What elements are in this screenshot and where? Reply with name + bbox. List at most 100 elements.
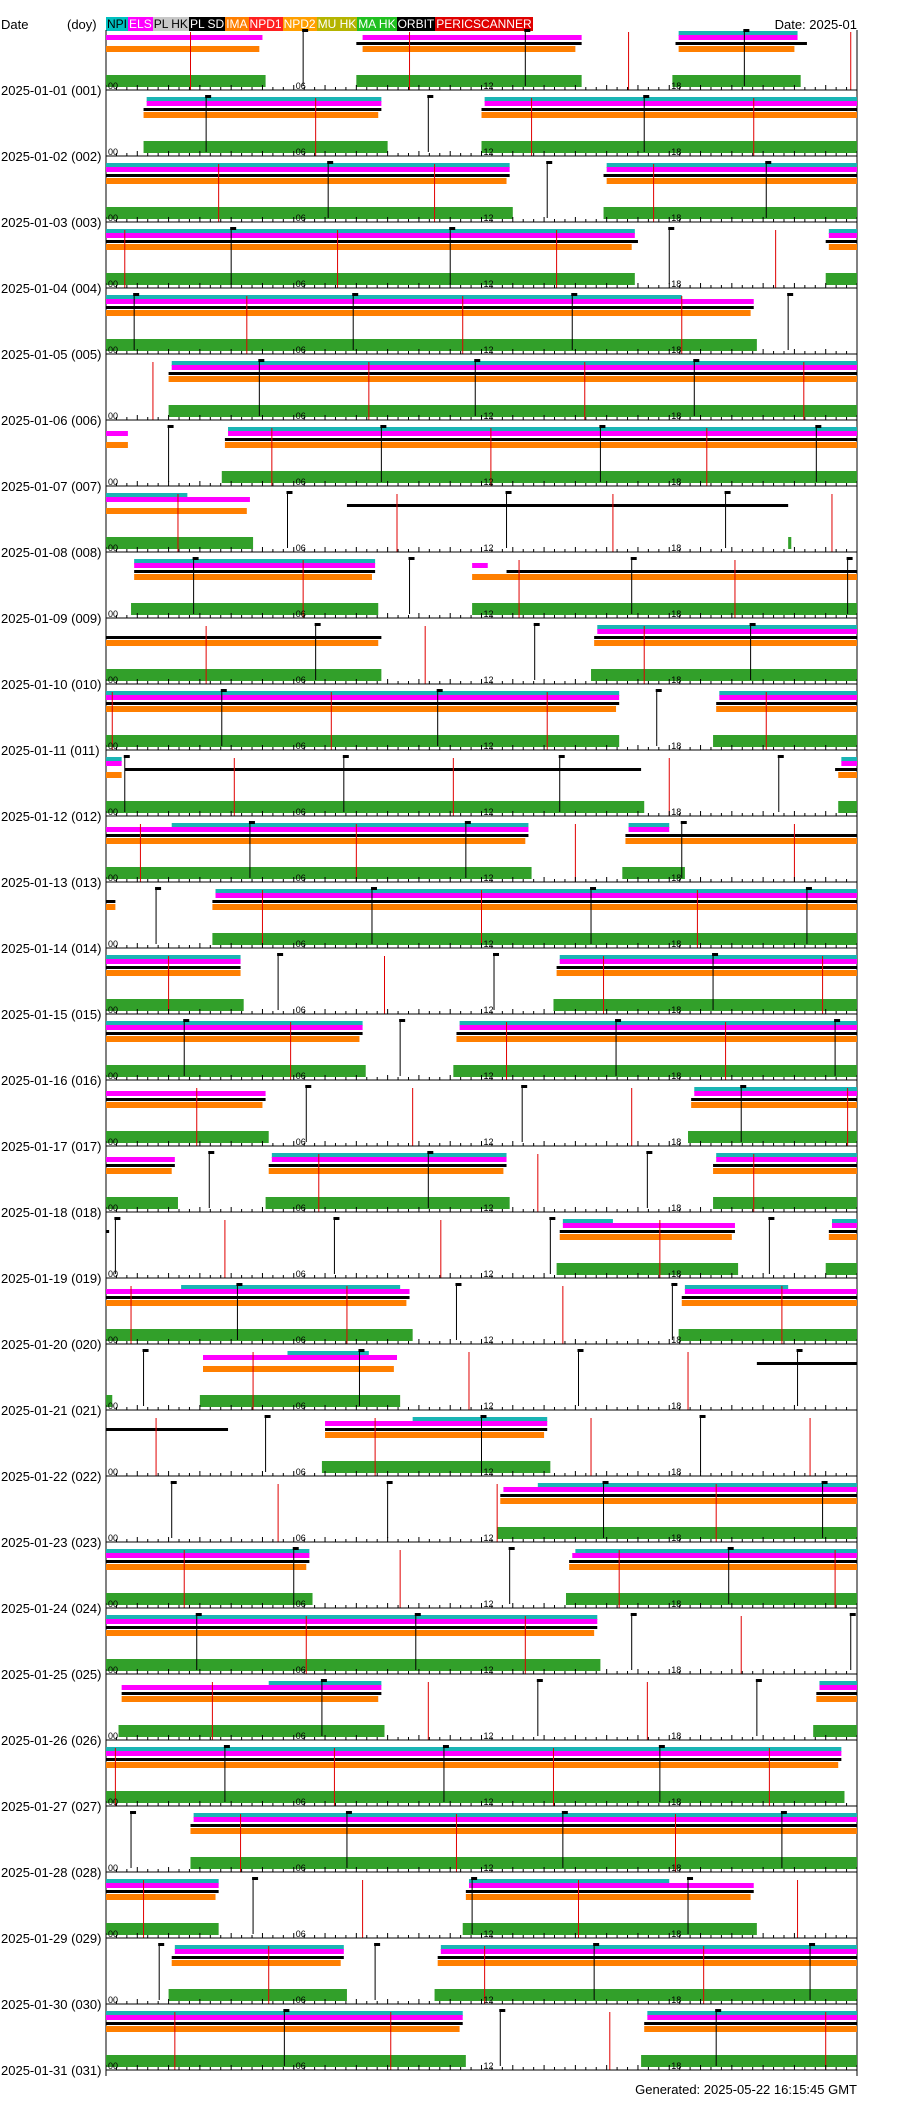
hour-tick-label: 00	[108, 279, 118, 289]
orbit-flag	[505, 491, 512, 494]
pl-sd-bar	[106, 636, 382, 639]
ima-bar	[106, 640, 379, 646]
hour-tick-label: 00	[108, 411, 118, 421]
ma-hk-bar	[813, 1725, 857, 1737]
pl-sd-bar	[106, 1164, 175, 1167]
pl-sd-bar	[603, 174, 857, 177]
hour-tick-label: 12	[484, 147, 494, 157]
pl-sd-bar	[212, 900, 857, 903]
els-bar	[106, 1289, 410, 1294]
hour-tick-label: 00	[108, 2061, 118, 2071]
orbit-flag	[787, 293, 794, 296]
els-bar	[562, 1223, 735, 1228]
pl-sd-bar	[168, 372, 858, 375]
ma-hk-bar	[603, 207, 857, 219]
els-bar	[106, 1619, 598, 1624]
ma-hk-bar	[118, 1725, 385, 1737]
hour-tick-label: 12	[484, 1071, 494, 1081]
npi-bar	[106, 1021, 363, 1026]
hour-tick-label: 18	[671, 345, 681, 355]
hour-tick-label: 06	[296, 213, 306, 223]
pl-sd-bar	[506, 570, 857, 573]
orbit-flag	[643, 95, 650, 98]
orbit-flag	[671, 1283, 678, 1286]
orbit-flag	[205, 95, 212, 98]
pl-sd-bar	[106, 966, 241, 969]
ma-hk-bar	[106, 207, 513, 219]
hour-tick-label: 12	[484, 477, 494, 487]
pl-sd-bar	[559, 1230, 735, 1233]
els-bar	[106, 761, 122, 766]
els-bar	[440, 1949, 857, 1954]
orbit-flag	[286, 491, 293, 494]
els-bar	[146, 101, 382, 106]
hour-tick-label: 06	[296, 81, 306, 91]
ma-hk-bar	[678, 1329, 857, 1341]
orbit-flag	[220, 689, 227, 692]
hour-tick-label: 18	[671, 741, 681, 751]
hour-tick-label: 12	[484, 675, 494, 685]
els-bar	[716, 1157, 857, 1162]
orbit-flag	[508, 1547, 515, 1550]
hour-tick-label: 18	[671, 1071, 681, 1081]
row-date-label: 2025-01-27 (027)	[1, 1799, 101, 1814]
npi-bar	[271, 1153, 507, 1158]
ma-hk-bar	[481, 141, 857, 153]
ma-hk-bar	[131, 603, 379, 615]
hour-tick-label: 18	[671, 939, 681, 949]
els-bar	[171, 365, 857, 370]
day-row-004: 00 06 12 18 2025-01-04 (004)	[1, 227, 858, 296]
orbit-flag	[602, 1481, 609, 1484]
hour-tick-label: 06	[296, 543, 306, 553]
orbit-flag	[849, 1613, 856, 1616]
day-row-028: 00 06 12 18 2025-01-28 (028)	[1, 1811, 858, 1880]
day-row-012: 00 06 12 18 2025-01-12 (012)	[1, 755, 858, 824]
ma-hk-bar	[106, 1065, 366, 1077]
pl-sd-bar	[190, 1824, 858, 1827]
pl-sd-bar	[625, 834, 857, 837]
day-row-013: 00 06 12 18 2025-01-13 (013)	[1, 821, 858, 890]
els-bar	[684, 1289, 857, 1294]
npi-bar	[193, 1813, 857, 1818]
orbit-flag	[743, 29, 750, 32]
orbit-flag	[183, 1019, 190, 1022]
orbit-flag	[615, 1019, 622, 1022]
row-date-label: 2025-01-18 (018)	[1, 1205, 101, 1220]
hour-tick-label: 06	[296, 1731, 306, 1741]
row-date-label: 2025-01-10 (010)	[1, 677, 101, 692]
orbit-flag	[524, 29, 531, 32]
els-bar	[597, 629, 857, 634]
orbit-flag	[248, 821, 255, 824]
npi-bar	[106, 1615, 598, 1620]
els-bar	[106, 233, 635, 238]
ima-bar	[500, 1498, 857, 1504]
orbit-flag	[380, 425, 387, 428]
npi-bar	[694, 1087, 857, 1092]
ma-hk-bar	[356, 75, 582, 87]
els-bar	[362, 35, 582, 40]
orbit-flag	[480, 1415, 487, 1418]
orbit-flag	[780, 1811, 787, 1814]
ma-hk-bar	[199, 1395, 401, 1407]
ima-bar	[691, 1102, 857, 1108]
hour-tick-label: 00	[108, 1005, 118, 1015]
orbit-flag	[342, 755, 349, 758]
els-bar	[559, 959, 857, 964]
ma-hk-bar	[688, 1131, 857, 1143]
row-date-label: 2025-01-30 (030)	[1, 1997, 101, 2012]
ima-bar	[168, 376, 858, 382]
day-row-006: 00 06 12 18 2025-01-06 (006)	[1, 359, 858, 428]
els-bar	[106, 1025, 363, 1030]
ima-bar	[678, 46, 795, 52]
orbit-flag	[630, 557, 637, 560]
ma-hk-bar	[565, 1593, 857, 1605]
els-bar	[121, 1685, 382, 1690]
legend: NPI ELS PL HK PL SD IMA NPD1 NPD2 MU HK MA HK ORB…	[106, 17, 533, 31]
pl-sd-bar	[143, 108, 382, 111]
row-date-label: 2025-01-01 (001)	[1, 83, 101, 98]
ima-bar	[106, 706, 617, 712]
hour-tick-label: 06	[296, 1269, 306, 1279]
day-row-003: 00 06 12 18 2025-01-03 (003)	[1, 161, 858, 230]
pl-sd-bar	[106, 1098, 266, 1101]
orbit-flag	[561, 1811, 568, 1814]
